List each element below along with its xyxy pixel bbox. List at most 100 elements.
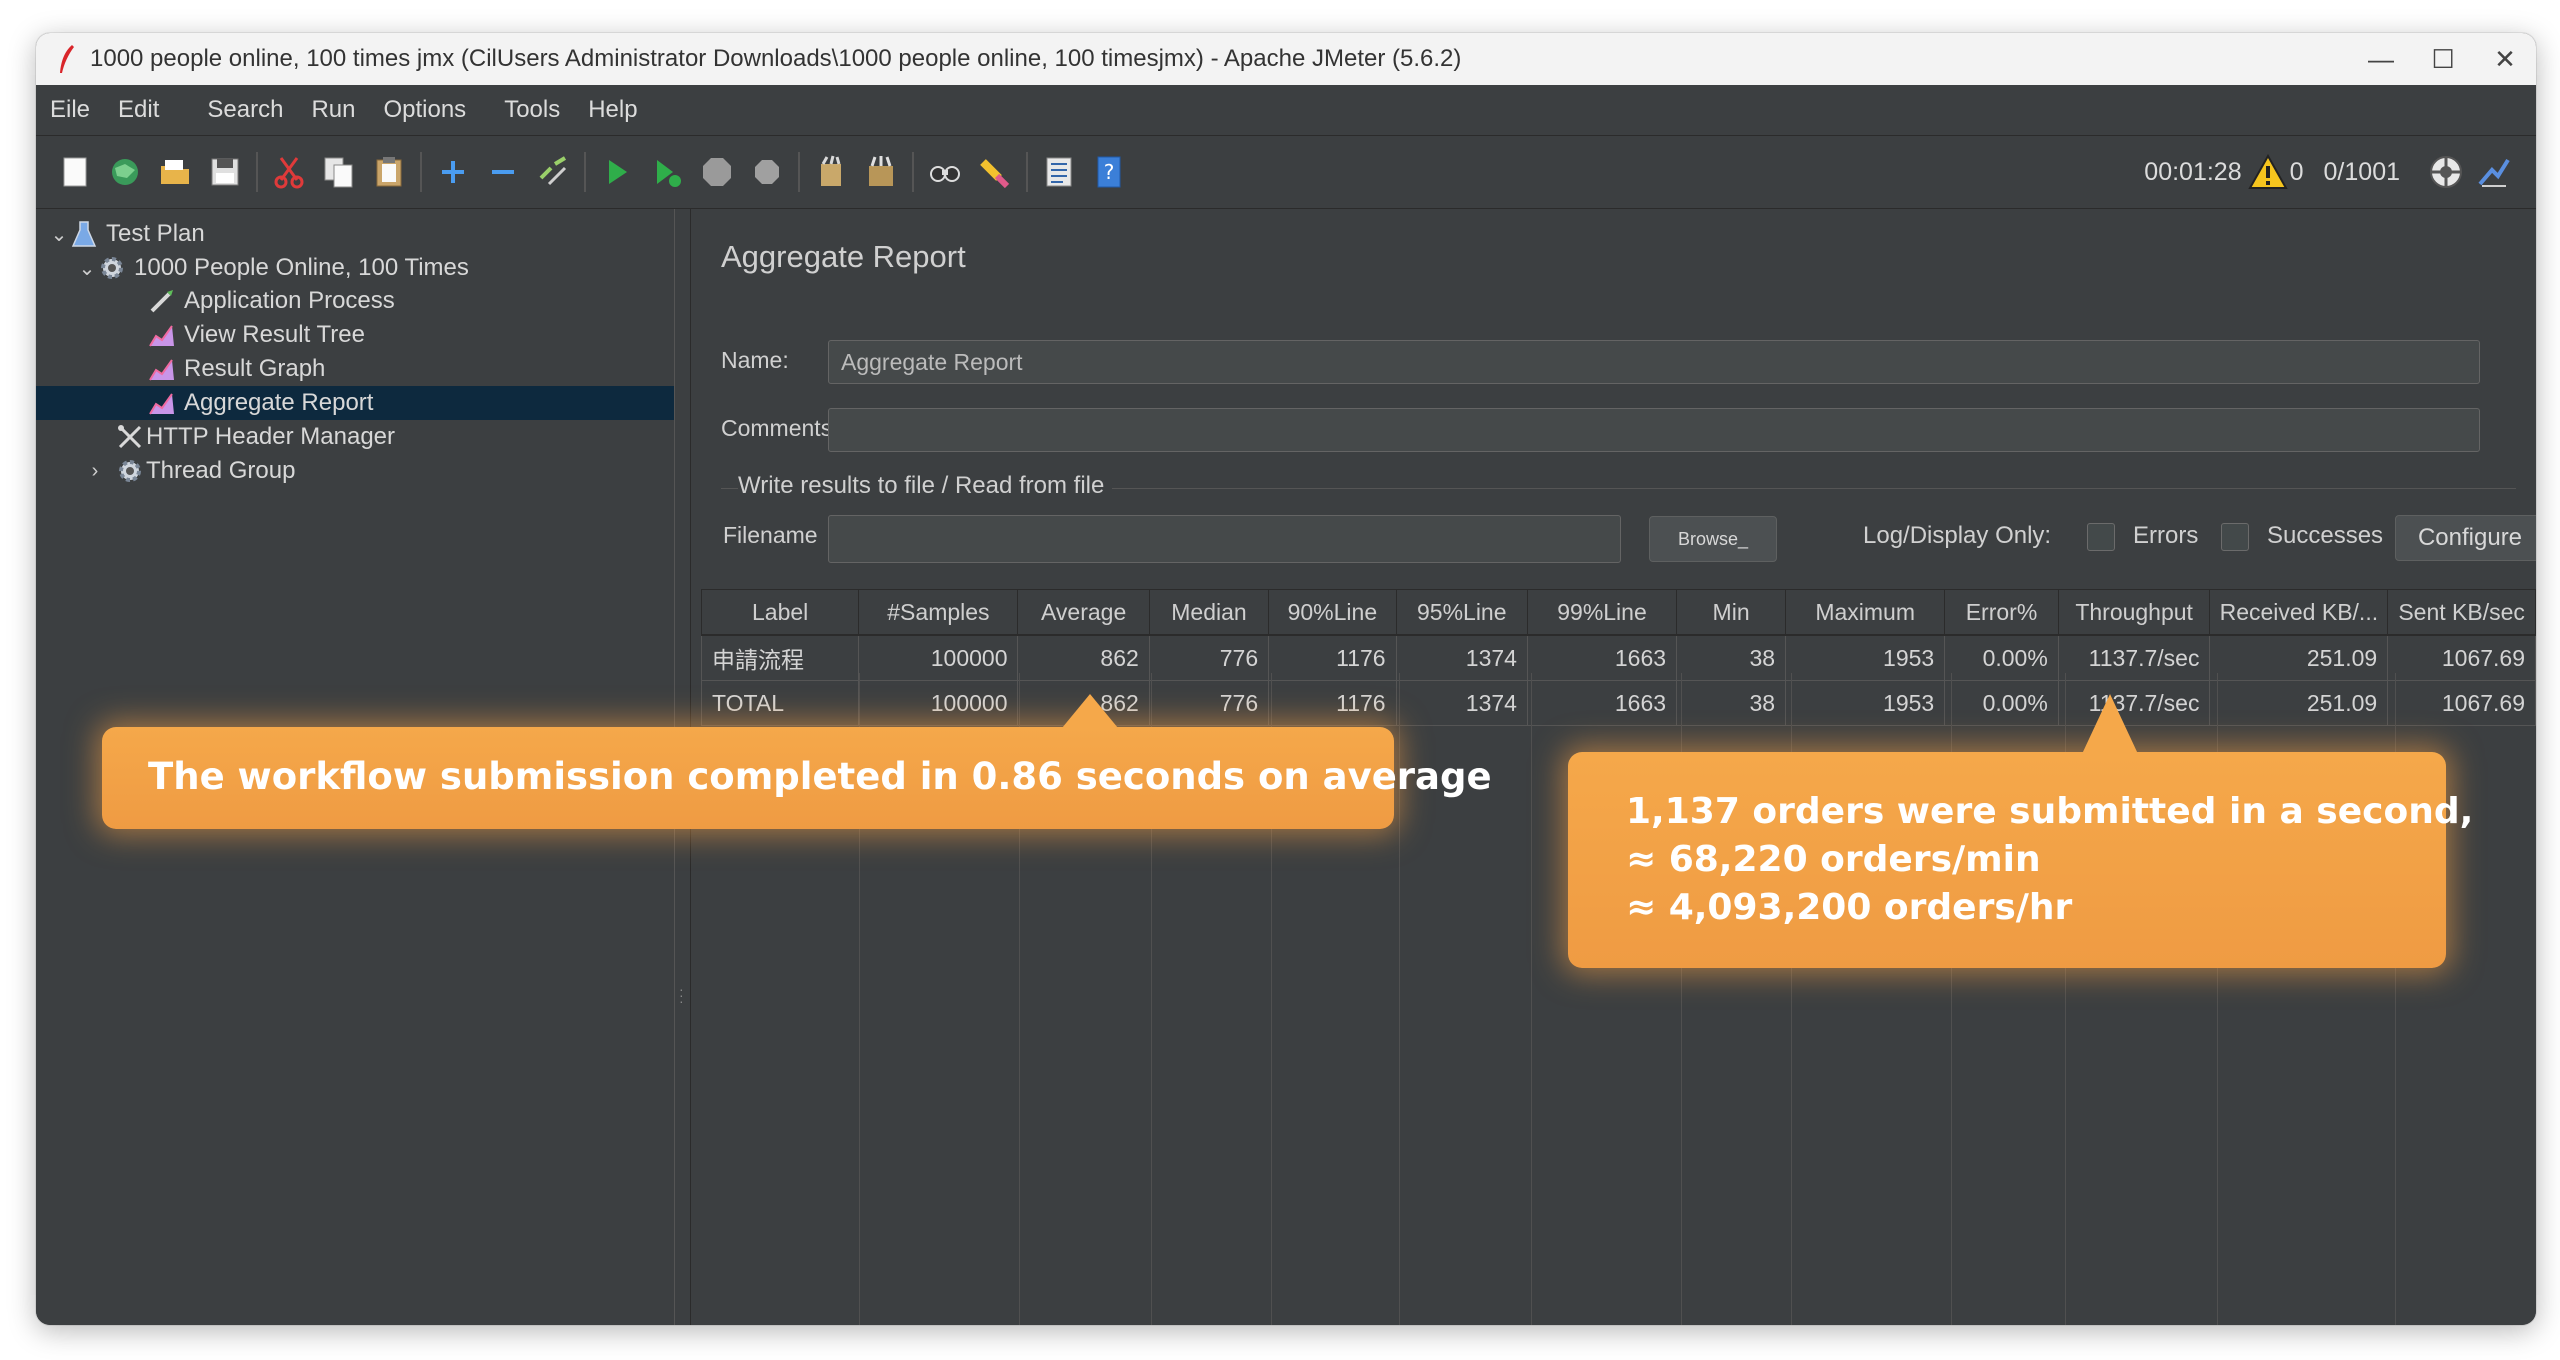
errors-checkbox[interactable]	[2087, 523, 2115, 551]
column-header-maximum[interactable]: Maximum	[1785, 589, 1946, 636]
table-header-row: Label #Samples Average Median 90%Line 95…	[700, 589, 2536, 636]
window-title: 1000 people online, 100 times jmx (CilUs…	[90, 45, 1462, 72]
throughput-callout-text: 1,137 orders were submitted in a second,…	[1626, 788, 2473, 932]
menu-edit[interactable]: Edit	[118, 96, 160, 123]
table-cell: 1067.69	[2387, 635, 2536, 681]
tree-node-result-graph[interactable]: Result Graph	[148, 352, 325, 386]
collapse-all-icon[interactable]	[483, 152, 523, 192]
menu-help[interactable]: Help	[588, 96, 638, 123]
column-header-average[interactable]: Average	[1017, 589, 1150, 636]
tree-node-thread-group-1[interactable]: ⌄ 1000 People Online, 100 Times	[76, 251, 469, 285]
templates-icon[interactable]	[105, 152, 145, 192]
table-cell: 1953	[1785, 680, 1946, 726]
configure-button[interactable]: Configure	[2395, 515, 2536, 561]
name-field[interactable]: Aggregate Report	[828, 340, 2480, 384]
menu-search[interactable]: Search	[207, 96, 284, 123]
table-row[interactable]: 申請流程 100000 862 776 1176 1374 1663 38 19…	[700, 635, 2536, 681]
search-icon[interactable]	[925, 152, 965, 192]
tree-node-label: Test Plan	[106, 220, 205, 247]
clear-icon[interactable]	[811, 152, 851, 192]
table-cell: 776	[1148, 680, 1270, 726]
tree-node-view-result-tree[interactable]: View Result Tree	[148, 318, 365, 352]
reset-search-icon[interactable]	[975, 152, 1015, 192]
expand-all-icon[interactable]	[433, 152, 473, 192]
toolbar-separator	[912, 152, 914, 192]
column-rule	[1151, 673, 1152, 1325]
menu-file[interactable]: Eile	[50, 96, 91, 123]
menu-tools[interactable]: Tools	[504, 96, 561, 123]
table-cell: 100000	[858, 680, 1019, 726]
minimize-button[interactable]: —	[2368, 43, 2394, 74]
clear-all-icon[interactable]	[861, 152, 901, 192]
listener-graph-icon	[148, 389, 176, 417]
browse-button[interactable]: Browse_	[1649, 516, 1777, 562]
save-icon[interactable]	[205, 152, 245, 192]
copy-icon[interactable]	[319, 152, 359, 192]
panel-title: Aggregate Report	[721, 239, 966, 274]
column-rule	[2065, 673, 2066, 1325]
callout-pointer	[1062, 694, 1118, 728]
toolbar-separator	[420, 152, 422, 192]
column-header-samples[interactable]: #Samples	[858, 589, 1019, 636]
tree-node-label: Aggregate Report	[184, 389, 374, 416]
filename-field[interactable]	[828, 515, 1621, 563]
start-icon[interactable]	[597, 152, 637, 192]
column-header-label[interactable]: Label	[700, 589, 860, 636]
table-cell: 1374	[1395, 635, 1528, 681]
tree-node-label: Thread Group	[146, 457, 296, 484]
stop-icon[interactable]	[697, 152, 737, 192]
column-header-throughput[interactable]: Throughput	[2057, 589, 2211, 636]
throughput-callout: 1,137 orders were submitted in a second,…	[1568, 694, 2473, 968]
column-header-min[interactable]: Min	[1676, 589, 1787, 636]
open-icon[interactable]	[155, 152, 195, 192]
comments-field[interactable]	[828, 408, 2480, 452]
chevron-down-icon[interactable]: ⌄	[78, 257, 96, 280]
menu-options[interactable]: Options	[383, 96, 467, 123]
chevron-right-icon[interactable]: ›	[91, 459, 99, 482]
tree-node-label: HTTP Header Manager	[146, 423, 395, 450]
start-no-pauses-icon[interactable]	[647, 152, 687, 192]
aggregate-table: Label #Samples Average Median 90%Line 95…	[700, 589, 2536, 1325]
table-cell: 1953	[1785, 635, 1946, 681]
tree-node-label: View Result Tree	[184, 321, 365, 348]
paste-icon[interactable]	[369, 152, 409, 192]
column-header-received-kb[interactable]: Received KB/...	[2209, 589, 2389, 636]
listener-graph-icon	[148, 321, 176, 349]
column-header-error-pct[interactable]: Error%	[1944, 589, 2059, 636]
help-icon[interactable]: ?	[1089, 152, 1129, 192]
tree-node-aggregate-report[interactable]: Aggregate Report	[36, 386, 674, 420]
column-header-95-line[interactable]: 95%Line	[1395, 589, 1528, 636]
toggle-icon[interactable]	[533, 152, 573, 192]
log-viewer-icon[interactable]	[2476, 154, 2512, 190]
chevron-down-icon[interactable]: ⌄	[50, 223, 68, 246]
warning-icon[interactable]	[2247, 154, 2288, 190]
tree-node-label: 1000 People Online, 100 Times	[134, 254, 469, 281]
throughput-line-2: ≈ 68,220 orders/min	[1626, 839, 2041, 880]
title-bar: 1000 people online, 100 times jmx (CilUs…	[36, 33, 2536, 85]
new-icon[interactable]	[55, 152, 95, 192]
maximize-button[interactable]: ☐	[2431, 43, 2455, 74]
tree-node-header-manager[interactable]: HTTP Header Manager	[116, 420, 395, 454]
column-header-median[interactable]: Median	[1148, 589, 1270, 636]
file-group-title: Write results to file / Read from file	[738, 472, 1113, 500]
close-button[interactable]: ✕	[2494, 43, 2516, 74]
shutdown-icon[interactable]	[747, 152, 787, 192]
successes-checkbox[interactable]	[2221, 523, 2249, 551]
column-header-90-line[interactable]: 90%Line	[1268, 589, 1397, 636]
split-pane-grip[interactable]: · · ·	[679, 981, 684, 1009]
menu-run[interactable]: Run	[311, 96, 356, 123]
tree-node-sampler[interactable]: Application Process	[148, 284, 395, 318]
config-tools-icon	[116, 423, 144, 451]
tree-node-test-plan[interactable]: ⌄ Test Plan	[48, 217, 205, 251]
table-row-total[interactable]: TOTAL 100000 862 776 1176 1374 1663 38 1…	[700, 680, 2536, 726]
tree-node-label: Result Graph	[184, 355, 326, 382]
remote-engines-icon[interactable]	[2426, 152, 2466, 192]
test-plan-flask-icon	[70, 220, 98, 248]
average-callout-text: The workflow submission completed in 0.8…	[148, 755, 1492, 798]
column-header-99-line[interactable]: 99%Line	[1526, 589, 1678, 636]
column-header-sent-kb[interactable]: Sent KB/sec	[2387, 589, 2536, 636]
tree-node-thread-group-2[interactable]: › Thread Group	[84, 454, 296, 488]
cut-icon[interactable]	[269, 152, 309, 192]
function-helper-icon[interactable]	[1039, 152, 1079, 192]
column-rule	[1531, 673, 1532, 1325]
